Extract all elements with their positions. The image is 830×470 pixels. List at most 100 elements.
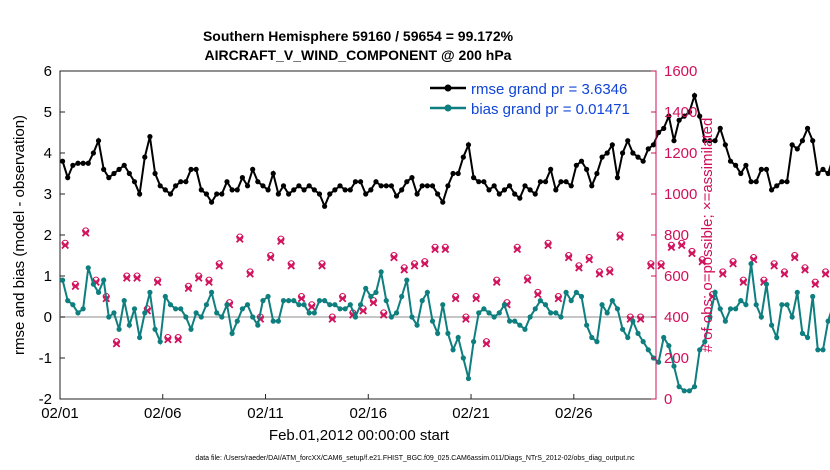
bias-series-marker [404, 277, 410, 283]
obs-assimilated-marker [790, 253, 799, 262]
bias-series-marker [301, 302, 307, 308]
obs-assimilated-stroke [359, 307, 367, 315]
obs-assimilated-stroke [246, 270, 254, 278]
obs-assimilated-stroke [533, 290, 542, 299]
bias-series-marker [625, 334, 631, 341]
obs-assimilated-marker [801, 266, 809, 274]
bias-series-marker [722, 318, 728, 324]
y-left-tick-label: -1 [39, 350, 52, 367]
y-right-tick-label: 1400 [664, 104, 697, 121]
rmse-series-marker [743, 162, 749, 168]
rmse-series-marker [85, 160, 91, 166]
bias-series-marker [393, 310, 400, 316]
rmse-series-marker [614, 175, 621, 181]
bias-series-marker [460, 355, 466, 361]
obs-assimilated-marker [513, 245, 522, 254]
rmse-series-marker [578, 158, 585, 164]
obs-assimilated-stroke [81, 229, 90, 237]
rmse-series-marker [640, 158, 646, 164]
rmse-series-marker [137, 191, 143, 197]
bias-series-marker [784, 302, 790, 308]
rmse-series-marker [198, 187, 204, 193]
bias-series-marker [429, 318, 436, 324]
obs-assimilated-stroke [349, 311, 357, 319]
bias-series-marker [707, 314, 713, 320]
rmse-series-marker [193, 166, 199, 172]
rmse-series-marker [95, 138, 102, 144]
bias-series-marker [594, 339, 600, 345]
rmse-series-marker [645, 146, 651, 152]
rmse-series-marker [357, 179, 364, 185]
legend-bias-label: bias grand pr = 0.01471 [471, 101, 630, 118]
bias-series-marker [347, 302, 353, 308]
obs-assimilated-stroke [595, 270, 604, 278]
obs-assimilated-marker [739, 278, 748, 286]
rmse-series-marker [758, 166, 764, 172]
obs-assimilated-stroke [770, 261, 779, 270]
bias-series-marker [352, 314, 359, 320]
x-tick-label: 02/06 [144, 405, 182, 422]
obs-assimilated-stroke [369, 298, 378, 307]
bias-series-marker [727, 306, 734, 312]
rmse-series-marker [527, 187, 533, 193]
rmse-series-marker [573, 162, 579, 168]
bias-series-marker [609, 298, 615, 304]
bias-series-marker [280, 298, 287, 304]
bias-series-marker [388, 314, 394, 320]
obs-assimilated-marker [246, 270, 254, 278]
obs-assimilated-stroke [657, 261, 665, 270]
obs-assimilated-marker [441, 245, 450, 254]
rmse-series-marker [506, 183, 513, 189]
rmse-series-marker [255, 179, 261, 185]
obs-assimilated-stroke [451, 294, 460, 303]
rmse-series-marker [352, 179, 359, 185]
rmse-series-marker [224, 179, 230, 185]
obs-assimilated-marker [379, 311, 388, 319]
obs-assimilated-marker [369, 298, 378, 307]
obs-assimilated-marker [770, 261, 779, 270]
bias-series-marker [157, 339, 163, 345]
obs-assimilated-stroke [616, 233, 624, 241]
rmse-series-marker [738, 170, 744, 177]
bias-series-marker [748, 261, 754, 267]
rmse-series-marker [589, 183, 595, 189]
x-axis-label: Feb.01,2012 00:00:00 start [269, 427, 450, 444]
obs-assimilated-marker [647, 261, 655, 270]
bias-series-marker [337, 306, 343, 312]
bias-series-marker [203, 302, 210, 308]
y-right-tick-label: 1600 [664, 63, 697, 80]
rmse-series-marker [599, 154, 605, 160]
y-axis-right-label: # of obs: o=possible; ×=assimilated [699, 118, 716, 353]
y-left-tick-label: 6 [44, 63, 52, 80]
obs-assimilated-stroke [390, 253, 398, 262]
bias-series-marker [769, 322, 775, 328]
rmse-series-marker [126, 170, 132, 177]
obs-assimilated-stroke [729, 259, 737, 268]
obs-assimilated-marker [667, 243, 676, 252]
obs-assimilated-stroke [760, 278, 768, 286]
rmse-series-marker [691, 93, 698, 99]
rmse-series-marker [769, 187, 775, 193]
bias-series-marker [676, 384, 682, 390]
bias-series-marker [825, 318, 830, 324]
rmse-series-marker [316, 191, 323, 197]
obs-assimilated-stroke [431, 245, 439, 254]
bias-series-marker [147, 289, 153, 295]
bias-series-marker [506, 318, 513, 324]
rmse-series-marker [435, 191, 441, 197]
bias-series-marker [717, 306, 723, 312]
y-right-tick-label: 800 [664, 227, 689, 244]
bias-series-marker [517, 322, 523, 328]
obs-assimilated-stroke [133, 274, 141, 282]
obs-assimilated-marker [605, 268, 614, 276]
obs-assimilated-stroke [277, 237, 285, 245]
bias-series-marker [378, 269, 384, 275]
rmse-series-marker [373, 179, 379, 185]
bias-series-marker [558, 314, 564, 320]
bias-series-marker [450, 347, 456, 353]
obs-assimilated-stroke [205, 278, 213, 286]
rmse-series-marker [481, 179, 487, 185]
bias-series-marker [59, 277, 66, 283]
rmse-series-marker [404, 179, 410, 185]
obs-assimilated-marker [636, 315, 645, 323]
